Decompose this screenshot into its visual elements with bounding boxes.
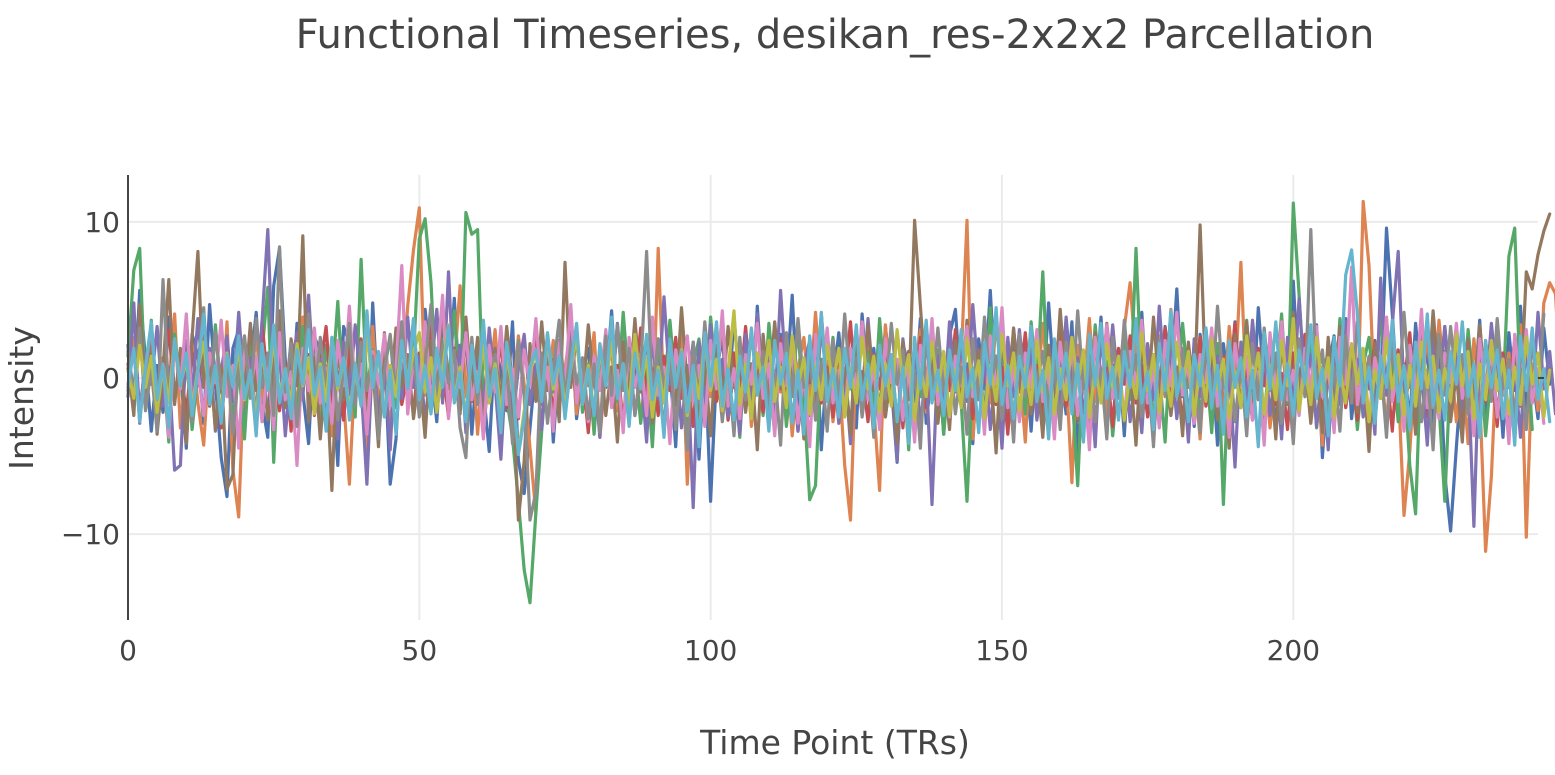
x-tick-label: 100: [684, 634, 737, 667]
y-tick-label: 0: [102, 362, 120, 395]
chart-title: Functional Timeseries, desikan_res-2x2x2…: [296, 12, 1375, 58]
x-axis-label: Time Point (TRs): [699, 723, 970, 762]
y-tick-label: −10: [61, 518, 120, 551]
x-tick-label: 0: [119, 634, 137, 667]
x-tick-label: 150: [975, 634, 1028, 667]
y-tick-label: 10: [84, 206, 120, 239]
series-line-10: [126, 248, 1552, 457]
x-tick-label: 50: [402, 634, 438, 667]
x-tick-label: 200: [1267, 634, 1320, 667]
axes-layer: 0 50 100 150 200 −10 0 10: [61, 175, 1544, 667]
series-layer: [126, 199, 1555, 605]
y-axis-label: Intensity: [2, 326, 41, 470]
